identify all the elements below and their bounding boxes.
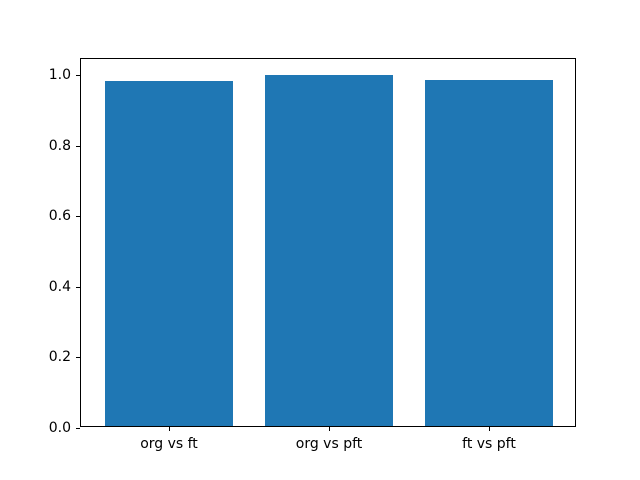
y-axis-tick bbox=[76, 216, 80, 218]
bar-ft-vs-pft bbox=[425, 79, 553, 426]
x-tick-label: org vs ft bbox=[140, 436, 198, 452]
y-axis-tick bbox=[76, 428, 80, 429]
plot-area: org vs ft org vs pft ft vs pft 0.0 0.2 0.4 0.6… bbox=[49, 58, 576, 451]
x-axis-tick bbox=[489, 427, 490, 431]
x-tick-label: ft vs pft bbox=[462, 436, 516, 452]
bar-org-vs-ft bbox=[105, 81, 233, 426]
y-tick-label: 0.4 bbox=[48, 278, 71, 295]
y-tick-label: 0.8 bbox=[48, 137, 71, 154]
y-tick-label: 0.2 bbox=[48, 349, 71, 366]
y-axis-tick bbox=[76, 357, 80, 359]
bar-org-vs-pft bbox=[265, 74, 393, 426]
y-tick-label: 0.0 bbox=[48, 420, 71, 436]
x-axis-tick bbox=[169, 427, 170, 431]
y-tick-label: 0.6 bbox=[48, 208, 71, 225]
y-axis-tick bbox=[76, 75, 80, 77]
y-tick-label: 1.0 bbox=[48, 67, 71, 84]
y-axis-tick bbox=[76, 286, 80, 288]
y-axis-tick bbox=[76, 145, 80, 147]
x-axis-tick bbox=[329, 427, 330, 431]
x-tick-label: org vs pft bbox=[295, 436, 363, 452]
